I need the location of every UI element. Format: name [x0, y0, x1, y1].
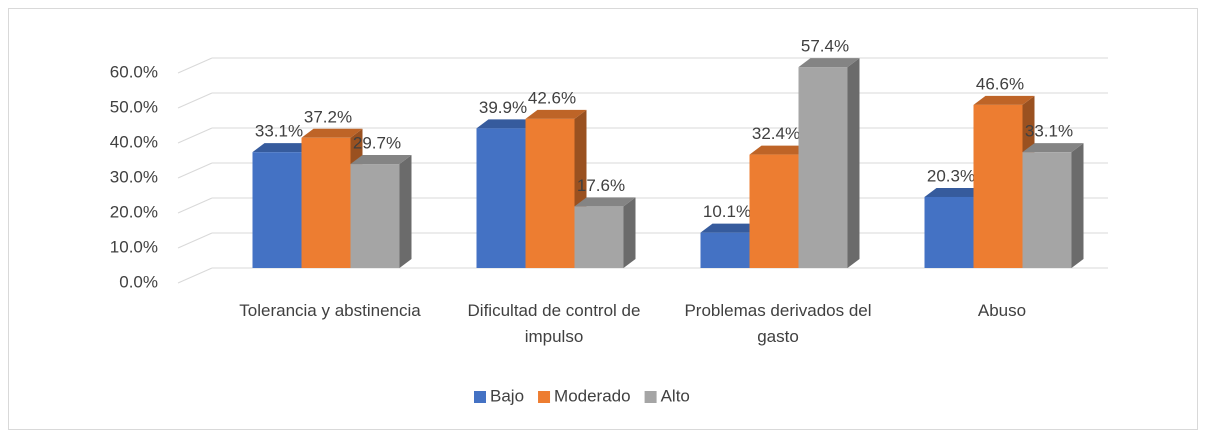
- bar: [574, 206, 624, 268]
- bar: [301, 137, 351, 268]
- grid-line: [177, 92, 213, 109]
- y-tick-label: 50.0%: [110, 97, 158, 116]
- bar-top: [749, 145, 811, 155]
- legend-swatch: [644, 391, 657, 403]
- y-tick-label: 20.0%: [110, 202, 158, 221]
- y-tick-label: 0.0%: [119, 272, 158, 291]
- y-tick-label: 40.0%: [110, 132, 158, 151]
- data-label: 10.1%: [703, 202, 751, 221]
- bar-side: [847, 58, 860, 268]
- bar: [252, 152, 302, 268]
- data-label: 33.1%: [1025, 122, 1073, 141]
- bar-top: [525, 109, 587, 119]
- bar-top: [574, 197, 636, 207]
- bar-side: [623, 197, 636, 268]
- bar-top: [973, 95, 1035, 105]
- x-tick-label: Tolerancia y abstinencia: [239, 301, 421, 320]
- data-label: 33.1%: [255, 122, 303, 141]
- grid-line: [177, 162, 213, 179]
- data-label: 32.4%: [752, 124, 800, 143]
- y-tick-label: 10.0%: [110, 237, 158, 256]
- legend-swatch: [474, 391, 486, 403]
- x-tick-label: Abuso: [977, 301, 1027, 320]
- bar: [749, 154, 799, 268]
- data-label: 46.6%: [976, 74, 1024, 93]
- bar: [476, 128, 526, 268]
- bar-top: [700, 223, 762, 233]
- y-tick-label: 60.0%: [110, 62, 158, 81]
- data-label: 20.3%: [927, 166, 975, 185]
- bar-top: [798, 58, 860, 68]
- grid-line: [177, 232, 213, 249]
- y-tick-label: 30.0%: [110, 167, 158, 186]
- bar: [700, 232, 750, 268]
- data-label: 37.2%: [304, 107, 352, 126]
- bar: [1022, 152, 1072, 268]
- bar-top: [252, 143, 314, 153]
- legend-swatch: [538, 391, 551, 403]
- legend-label: Moderado: [554, 386, 631, 405]
- bar-top: [476, 119, 538, 129]
- grid-line: [177, 127, 213, 144]
- bar: [973, 104, 1023, 269]
- data-label: 57.4%: [801, 37, 849, 56]
- bar-top: [924, 187, 986, 197]
- bar-side: [399, 155, 412, 268]
- bar-top: [350, 155, 412, 165]
- bar-top: [301, 128, 363, 138]
- bar: [924, 196, 974, 268]
- legend-label: Alto: [661, 386, 690, 405]
- grid-line: [177, 267, 213, 284]
- grid-line: [177, 197, 213, 214]
- bar-top: [1022, 143, 1084, 153]
- x-tick-label: Dificultad de control de impulso: [467, 301, 641, 346]
- data-label: 39.9%: [479, 98, 527, 117]
- bar-side: [1071, 143, 1084, 268]
- legend-label: Bajo: [490, 386, 524, 405]
- grid-line: [177, 57, 213, 74]
- bar: [798, 67, 848, 268]
- bar: [525, 118, 575, 269]
- bar: [350, 164, 400, 268]
- data-label: 29.7%: [353, 134, 401, 153]
- x-tick-label: Problemas derivados del gasto: [684, 301, 872, 346]
- data-label: 42.6%: [528, 88, 576, 107]
- data-label: 17.6%: [577, 176, 625, 195]
